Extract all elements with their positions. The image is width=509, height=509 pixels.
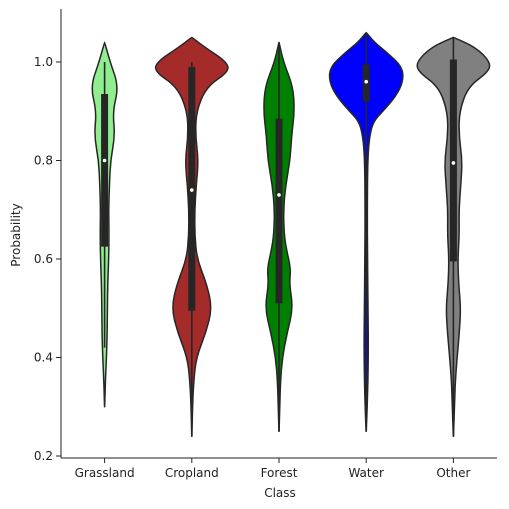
y-tick-label: 0.6 [34, 252, 53, 266]
median-point-cropland [190, 188, 194, 192]
median-point-other [451, 161, 456, 165]
median-point-grassland [102, 158, 107, 163]
y-axis-label: Probability [9, 203, 23, 266]
x-tick-label: Forest [261, 466, 298, 480]
y-tick-label: 0.4 [34, 351, 53, 365]
median-point-water [364, 79, 369, 84]
x-tick-label: Grassland [75, 466, 135, 480]
x-tick-label: Cropland [165, 466, 219, 480]
x-tick-label: Other [436, 466, 470, 480]
x-axis-label: Class [264, 486, 296, 500]
median-point-forest [277, 193, 281, 197]
x-ticks: Grassland Cropland Forest Water Other [75, 458, 470, 480]
iqr-box-forest [275, 118, 283, 304]
iqr-box-grassland [101, 94, 109, 247]
iqr-box-other [449, 59, 457, 262]
y-ticks: 0.2 0.4 0.6 0.8 1.0 [34, 55, 61, 463]
y-tick-label: 0.8 [34, 154, 53, 168]
x-tick-label: Water [348, 466, 384, 480]
violins-layer [91, 31, 491, 438]
y-tick-label: 1.0 [34, 55, 53, 69]
y-tick-label: 0.2 [34, 449, 53, 463]
